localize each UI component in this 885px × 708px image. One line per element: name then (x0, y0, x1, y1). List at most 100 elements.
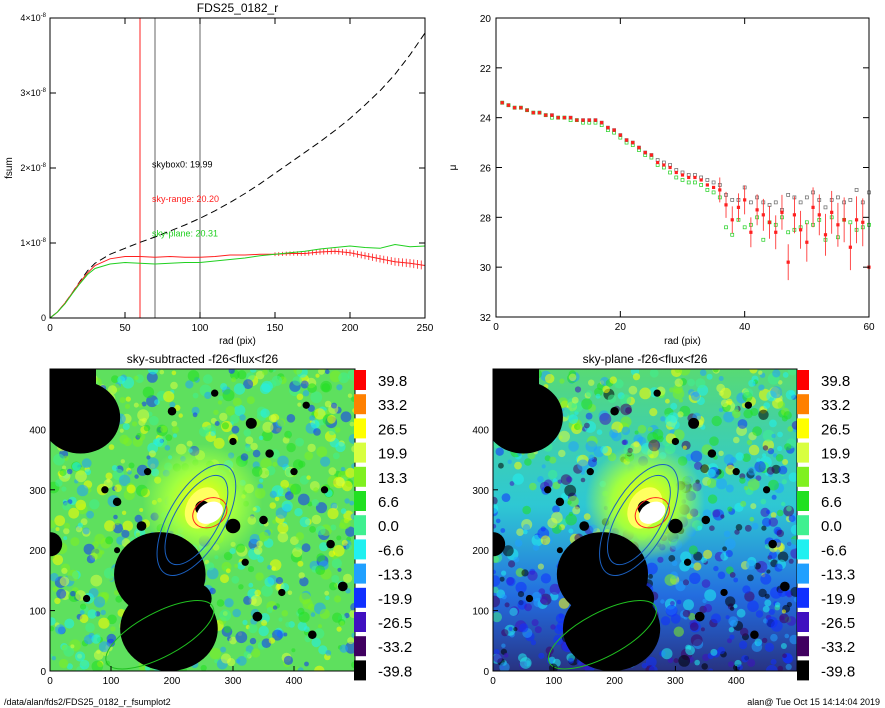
noise-blob (725, 484, 734, 493)
noise-blob (743, 485, 749, 491)
noise-blob (670, 402, 678, 410)
x-tick-label: 40 (739, 322, 751, 333)
noise-blob (299, 516, 310, 528)
noise-blob (245, 436, 254, 445)
noise-blob (258, 625, 269, 637)
noise-blob (257, 556, 264, 563)
y-tick-label: 100 (29, 607, 46, 618)
mu-panel: 0 20 40 60 20 22 24 26 28 30 32 rad (pix) μ (448, 14, 875, 347)
noise-blob (120, 459, 126, 464)
noise-blob (80, 518, 88, 526)
y-tick-label: 24 (480, 114, 492, 125)
noise-blob (720, 399, 729, 408)
noise-blob (768, 517, 778, 527)
region-ellipse (547, 600, 657, 670)
noise-blob (345, 641, 355, 654)
noise-blob (762, 517, 772, 527)
noise-blob (747, 600, 759, 612)
noise-blob (67, 569, 79, 582)
noise-blob (271, 629, 283, 641)
noise-blob (673, 658, 679, 664)
black-profile-line (49, 32, 426, 319)
noise-blob (259, 478, 264, 483)
y-tick-label: 0 (41, 313, 46, 323)
data-point (537, 111, 542, 115)
noise-blob (725, 550, 733, 558)
noise-blob (760, 573, 772, 585)
noise-blob (568, 528, 574, 534)
noise-blob (716, 478, 727, 490)
noise-blob (125, 396, 131, 402)
noise-blob (588, 454, 595, 460)
noise-blob (121, 529, 130, 538)
noise-blob (274, 496, 280, 502)
noise-blob (268, 414, 277, 423)
noise-blob (313, 628, 325, 639)
noise-blob (252, 449, 261, 458)
noise-blob (171, 420, 178, 427)
noise-blob (303, 626, 310, 633)
noise-blob (517, 591, 525, 598)
noise-blob (328, 550, 336, 557)
noise-blob (539, 596, 548, 605)
noise-blob (271, 375, 283, 386)
data-point (705, 183, 709, 187)
noise-blob (222, 389, 235, 402)
noise-blob (53, 453, 65, 466)
noise-blob (689, 563, 695, 569)
noise-blob (316, 553, 326, 563)
noise-blob (282, 436, 290, 444)
noise-blob (499, 576, 505, 582)
noise-blob (648, 574, 653, 579)
noise-blob (245, 372, 255, 382)
data-point (780, 210, 784, 214)
x-tick-label: 150 (267, 323, 284, 334)
noise-blob (785, 389, 796, 400)
data-point (531, 111, 535, 115)
colorbar-label: 33.2 (378, 397, 407, 414)
noise-blob (320, 456, 331, 467)
noise-blob (521, 569, 529, 577)
noise-blob (146, 371, 158, 383)
noise-blob (502, 545, 514, 557)
noise-blob (637, 424, 647, 434)
noise-blob (50, 617, 56, 626)
noise-blob (568, 373, 577, 382)
colorbar-label: -6.6 (378, 542, 404, 559)
star-mask (744, 401, 753, 409)
star-mask (302, 401, 310, 409)
star-mask (320, 486, 329, 494)
noise-blob (304, 661, 309, 667)
noise-blob (349, 421, 355, 427)
noise-blob (707, 468, 716, 478)
noise-blob (220, 574, 229, 584)
noise-blob (294, 508, 303, 517)
noise-blob (224, 598, 234, 608)
noise-blob (209, 647, 222, 660)
noise-blob (594, 387, 603, 397)
noise-blob (61, 486, 67, 492)
noise-blob (645, 656, 657, 668)
star-mask (114, 547, 121, 554)
noise-blob (503, 652, 509, 658)
noise-blob (558, 449, 566, 458)
noise-blob (209, 587, 216, 595)
noise-blob (493, 496, 498, 505)
noise-blob (59, 576, 70, 587)
noise-blob (731, 409, 741, 419)
noise-blob (329, 582, 338, 591)
noise-blob (281, 500, 293, 512)
noise-blob (493, 612, 502, 623)
noise-blob (318, 645, 328, 655)
noise-blob (320, 380, 332, 393)
noise-blob (93, 596, 106, 608)
noise-blob (729, 619, 738, 628)
noise-blob (789, 634, 797, 645)
noise-blob (220, 383, 228, 390)
data-point (606, 126, 610, 130)
noise-blob (334, 595, 342, 603)
noise-blob (565, 513, 577, 526)
noise-blob (501, 629, 509, 637)
noise-blob (768, 551, 778, 560)
noise-blob (171, 370, 177, 376)
